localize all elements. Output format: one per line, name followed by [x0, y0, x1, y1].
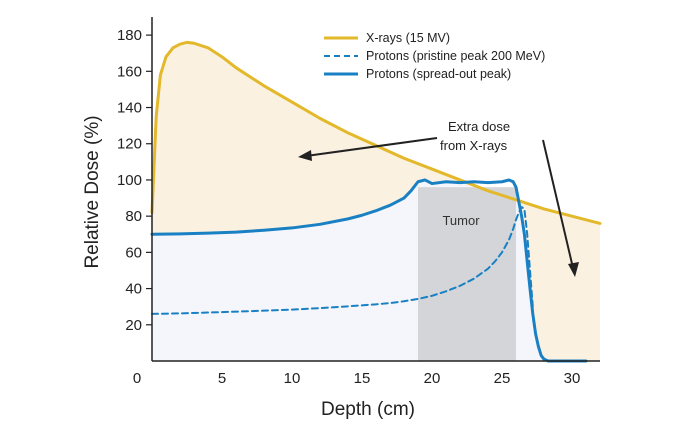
- y-tick-label: 120: [117, 136, 142, 153]
- x-tick-label: 30: [564, 370, 581, 387]
- xray-extra-dose-fill: [152, 42, 600, 361]
- y-tick-label: 160: [117, 63, 142, 80]
- y-tick-label: 140: [117, 100, 142, 117]
- y-tick-label: 100: [117, 172, 142, 189]
- y-tick-label: 40: [125, 281, 142, 298]
- x-tick-label: 10: [284, 370, 301, 387]
- legend-label-xray: X-rays (15 MV): [366, 31, 450, 45]
- annotation-arrow-right: [542, 139, 574, 269]
- y-tick-label: 20: [125, 317, 142, 334]
- x-tick-label: 20: [424, 370, 441, 387]
- extra-dose-annotation: Extra dose from X-rays: [298, 119, 579, 277]
- tumor-label: Tumor: [442, 213, 480, 228]
- y-tick-label: 80: [125, 208, 142, 225]
- y-tick-label: 180: [117, 27, 142, 44]
- axes: 20 40 60 80 100 120 140 160 180 0 5 10 15 20 25 30: [117, 17, 600, 387]
- annotation-arrowhead-right: [568, 262, 579, 277]
- x-tick-label: 5: [218, 370, 226, 387]
- tumor-region: [418, 187, 516, 361]
- y-axis-title: Relative Dose (%): [82, 115, 103, 268]
- legend-label-proton-sobp: Protons (spread-out peak): [366, 67, 511, 81]
- x-tick-label: 15: [354, 370, 371, 387]
- xray-line: [150, 40, 602, 225]
- x-tick-label: 0: [133, 370, 141, 387]
- x-axis-title: Depth (cm): [321, 399, 415, 420]
- legend: X-rays (15 MV) Protons (pristine peak 20…: [324, 31, 545, 81]
- annotation-line-1: Extra dose: [448, 119, 510, 134]
- proton-sobp-line: [150, 178, 588, 363]
- y-tick-label: 60: [125, 244, 142, 261]
- annotation-line-2: from X-rays: [440, 138, 508, 153]
- legend-label-proton-pristine: Protons (pristine peak 200 MeV): [366, 49, 545, 63]
- annotation-arrow-left: [305, 137, 438, 157]
- annotation-arrowhead-left: [298, 150, 312, 161]
- x-tick-label: 25: [494, 370, 511, 387]
